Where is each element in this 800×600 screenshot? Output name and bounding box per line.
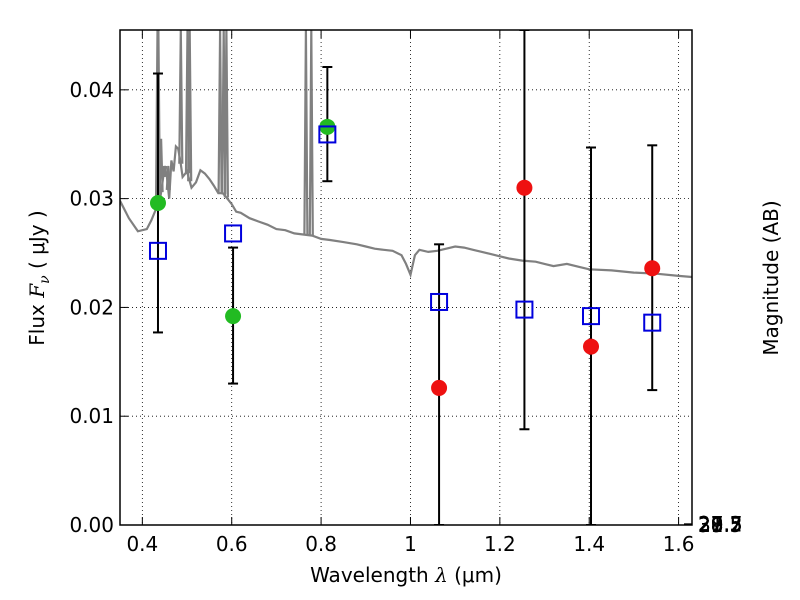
y-tick-label: 0.01 bbox=[69, 404, 114, 428]
model-photometry-square bbox=[148, 241, 167, 260]
x-tick-label: 0.4 bbox=[126, 532, 158, 556]
x-axis-title: Wavelength λ (μm) bbox=[310, 563, 502, 587]
sed-emission-line bbox=[162, 165, 168, 178]
model-photometry-square bbox=[515, 300, 534, 319]
mag-tick-label: 27.3 bbox=[698, 512, 743, 536]
y-tick-label: 0.03 bbox=[69, 187, 114, 211]
sed-emission-line bbox=[223, 30, 229, 198]
observed-optical-circle bbox=[149, 194, 166, 211]
sed-emission-line bbox=[158, 138, 164, 193]
ticks: 0.4 0.6 0.8 1 1.2 1.4 1.6 0.00 0.01 0.02 0.03 0.04 2… bbox=[69, 30, 743, 556]
x-tick-label: 1.2 bbox=[484, 532, 516, 556]
model-photometry-square bbox=[430, 292, 449, 311]
sed-emission-line bbox=[187, 30, 193, 182]
x-tick-label: 1 bbox=[404, 532, 417, 556]
sed-emission-line bbox=[165, 165, 171, 190]
y-tick-label: 0.00 bbox=[69, 513, 114, 537]
observed-nir-circle bbox=[516, 179, 533, 196]
observed-optical-circle bbox=[225, 308, 242, 325]
mag-tick-label: 29.5 bbox=[698, 513, 743, 537]
sed-emission-line bbox=[217, 30, 223, 194]
mag-tick-label: 29 bbox=[698, 513, 723, 537]
mag-tick-label: 28 bbox=[698, 512, 723, 536]
plot-background bbox=[120, 30, 692, 525]
model-photometry-square bbox=[582, 307, 601, 326]
mag-tick-label: 30 bbox=[698, 513, 723, 537]
mag-tick-label: 27.5 bbox=[698, 512, 743, 536]
x-tick-label: 1.4 bbox=[573, 532, 605, 556]
sed-emission-line bbox=[308, 30, 314, 236]
sed-curve bbox=[120, 143, 692, 279]
y-right-axis-title: Magnitude (AB) bbox=[759, 200, 783, 355]
observed-nir-circle bbox=[644, 260, 661, 277]
model-photometry-square bbox=[224, 224, 243, 243]
mag-tick-label: 28.5 bbox=[698, 513, 743, 537]
sed-emission-line bbox=[303, 30, 309, 235]
mag-tick-label: 27.7 bbox=[698, 512, 743, 536]
y-tick-label: 0.02 bbox=[69, 295, 114, 319]
mag-tick-label: 28.2 bbox=[698, 512, 743, 536]
y-tick-label: 0.04 bbox=[69, 78, 114, 102]
model-photometry-square bbox=[318, 125, 337, 144]
points-layer bbox=[148, 118, 662, 396]
x-tick-label: 1.6 bbox=[663, 532, 695, 556]
x-tick-label: 0.6 bbox=[216, 532, 248, 556]
observed-nir-circle bbox=[431, 379, 448, 396]
model-photometry-square bbox=[643, 313, 662, 332]
sed-emission-line bbox=[178, 30, 184, 164]
x-tick-label: 0.8 bbox=[305, 532, 337, 556]
plot-frame bbox=[119, 29, 693, 526]
y-axis-title: Flux Fν ( μJy ) bbox=[25, 210, 53, 345]
observed-nir-circle bbox=[583, 338, 600, 355]
mag-tick-label: 31 bbox=[698, 513, 723, 537]
